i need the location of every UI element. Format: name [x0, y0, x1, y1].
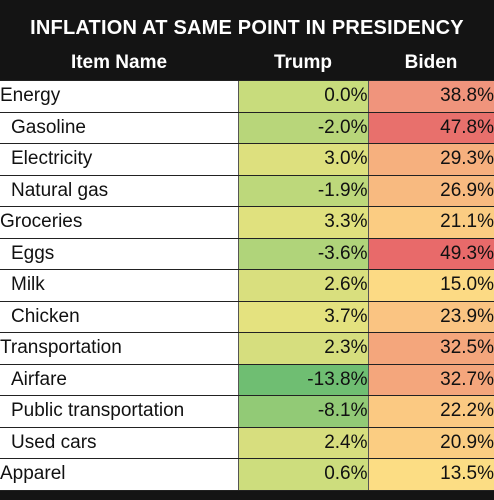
biden-value-cell: 29.3% [367, 143, 494, 176]
inflation-table: Energy 0.0% 38.8% Gasoline -2.0% 47.8% Electri… [0, 80, 494, 491]
item-name-cell: Transportation [0, 332, 238, 365]
trump-value-cell: -13.8% [237, 363, 368, 396]
biden-value-cell: 47.8% [367, 111, 494, 144]
trump-value-cell: -3.6% [237, 237, 368, 270]
trump-value-cell: 3.0% [237, 143, 368, 176]
table-row: Energy 0.0% 38.8% [0, 80, 494, 113]
table-row: Natural gas -1.9% 26.9% [0, 174, 494, 207]
table-row: Public transportation -8.1% 22.2% [0, 395, 494, 428]
header-trump: Trump [273, 52, 333, 73]
biden-value-cell: 32.7% [367, 363, 494, 396]
table-row: Groceries 3.3% 21.1% [0, 206, 494, 239]
biden-value-cell: 49.3% [367, 237, 494, 270]
item-name-cell: Used cars [0, 426, 238, 459]
biden-value-cell: 38.8% [367, 80, 494, 113]
item-name-cell: Airfare [0, 363, 238, 396]
table-row: Airfare -13.8% 32.7% [0, 363, 494, 396]
trump-value-cell: 2.4% [237, 426, 368, 459]
biden-value-cell: 21.1% [367, 206, 494, 239]
item-name-cell: Apparel [0, 458, 238, 491]
table-header: Item Name Trump Biden [0, 47, 494, 79]
item-name-cell: Eggs [0, 237, 238, 270]
biden-value-cell: 13.5% [367, 458, 494, 491]
item-name-cell: Electricity [0, 143, 238, 176]
item-name-cell: Milk [0, 269, 238, 302]
table-row: Eggs -3.6% 49.3% [0, 237, 494, 270]
trump-value-cell: 2.6% [237, 269, 368, 302]
biden-value-cell: 26.9% [367, 174, 494, 207]
biden-value-cell: 15.0% [367, 269, 494, 302]
table-body: Energy 0.0% 38.8% Gasoline -2.0% 47.8% Electri… [0, 80, 494, 491]
item-name-cell: Public transportation [0, 395, 238, 428]
table-row: Transportation 2.3% 32.5% [0, 332, 494, 365]
trump-value-cell: -1.9% [237, 174, 368, 207]
trump-value-cell: -8.1% [237, 395, 368, 428]
table-row: Chicken 3.7% 23.9% [0, 300, 494, 333]
trump-value-cell: 0.0% [237, 80, 368, 113]
trump-value-cell: 3.7% [237, 300, 368, 333]
biden-value-cell: 20.9% [367, 426, 494, 459]
table-title: INFLATION AT SAME POINT IN PRESIDENCY [30, 17, 464, 39]
trump-value-cell: -2.0% [237, 111, 368, 144]
biden-value-cell: 22.2% [367, 395, 494, 428]
biden-value-cell: 23.9% [367, 300, 494, 333]
biden-value-cell: 32.5% [367, 332, 494, 365]
header-biden: Biden [404, 52, 458, 73]
table-row: Apparel 0.6% 13.5% [0, 458, 494, 491]
table-row: Used cars 2.4% 20.9% [0, 426, 494, 459]
item-name-cell: Natural gas [0, 174, 238, 207]
table-row: Milk 2.6% 15.0% [0, 269, 494, 302]
item-name-cell: Gasoline [0, 111, 238, 144]
item-name-cell: Energy [0, 80, 238, 113]
table-row: Electricity 3.0% 29.3% [0, 143, 494, 176]
trump-value-cell: 2.3% [237, 332, 368, 365]
trump-value-cell: 0.6% [237, 458, 368, 491]
table-row: Gasoline -2.0% 47.8% [0, 111, 494, 144]
trump-value-cell: 3.3% [237, 206, 368, 239]
item-name-cell: Chicken [0, 300, 238, 333]
header-item-name: Item Name [70, 52, 168, 73]
item-name-cell: Groceries [0, 206, 238, 239]
